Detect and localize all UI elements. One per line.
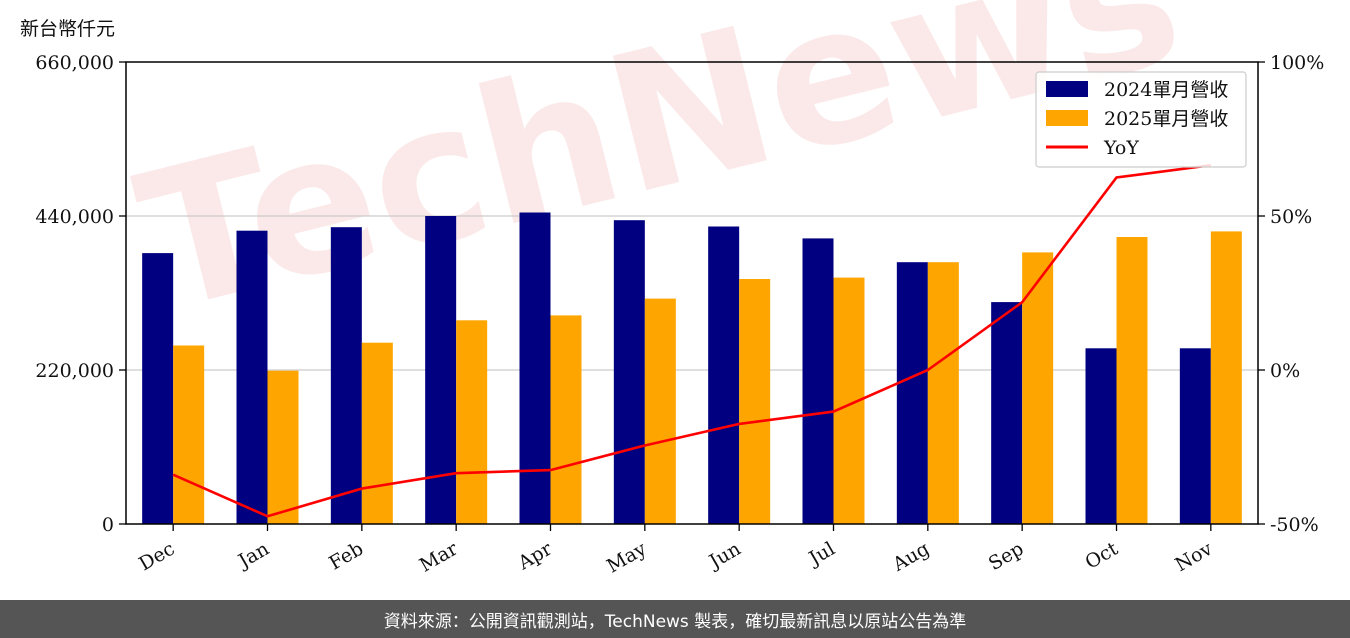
legend-label: 2025單月營收 bbox=[1104, 108, 1228, 130]
bar-2025-apr bbox=[550, 315, 582, 524]
x-tick-label-feb: Feb bbox=[325, 538, 367, 575]
bar-2025-nov bbox=[1210, 231, 1242, 524]
bar-2024-aug bbox=[896, 262, 928, 524]
yoy-line bbox=[172, 163, 1212, 518]
x-tick-label-apr: Apr bbox=[514, 537, 557, 574]
bar-2024-dec bbox=[142, 253, 174, 524]
grid-lines bbox=[126, 215, 1258, 371]
bar-2025-aug bbox=[927, 262, 959, 524]
bar-2024-may bbox=[613, 220, 645, 524]
y-left-tick-label: 660,000 bbox=[35, 52, 114, 74]
x-tick-label-may: May bbox=[603, 538, 650, 578]
bar-2024-jan bbox=[236, 230, 268, 524]
y-left-tick-label: 0 bbox=[102, 514, 114, 536]
x-tick-label-jun: Jun bbox=[704, 538, 745, 574]
bar-2025-sep bbox=[1022, 252, 1054, 524]
bar-2025-mar bbox=[456, 320, 488, 524]
x-tick-label-jan: Jan bbox=[233, 538, 273, 574]
plot-frame bbox=[125, 61, 1259, 525]
bar-2025-jun bbox=[739, 279, 771, 524]
x-tick-label-mar: Mar bbox=[416, 537, 462, 576]
x-tick-label-aug: Aug bbox=[888, 538, 933, 577]
legend-box bbox=[1035, 71, 1247, 168]
x-tick-label-jul: Jul bbox=[804, 538, 839, 571]
revenue-chart: 0 220,000 440,000 660,000 -50% 0% 50% 100% Dec Ja… bbox=[35, 52, 1324, 578]
legend-swatch bbox=[1046, 81, 1088, 97]
bar-2024-oct bbox=[1085, 348, 1117, 524]
y-right-tick-label: 100% bbox=[1270, 52, 1324, 74]
footer-source-note: 資料來源：公開資訊觀測站，TechNews 製表，確切最新訊息以原站公告為準 bbox=[0, 600, 1350, 638]
x-tick-label-sep: Sep bbox=[985, 538, 1028, 575]
x-tick-label-dec: Dec bbox=[135, 538, 178, 576]
bar-2025-oct bbox=[1116, 237, 1148, 524]
legend: 2024單月營收 2025單月營收 YoY bbox=[1035, 71, 1247, 168]
legend-swatch bbox=[1046, 110, 1088, 126]
y-right-tick-label: -50% bbox=[1270, 514, 1319, 536]
bar-2025-may bbox=[644, 298, 676, 524]
bar-2024-feb bbox=[330, 227, 362, 524]
bars bbox=[142, 212, 1242, 524]
bar-2024-jul bbox=[802, 238, 834, 524]
bar-2024-mar bbox=[425, 216, 457, 524]
bar-2024-apr bbox=[519, 212, 551, 524]
bar-2025-jan bbox=[267, 370, 299, 524]
y-axis-unit-label: 新台幣仟元 bbox=[20, 18, 116, 40]
y-left-tick-label: 220,000 bbox=[35, 360, 114, 382]
bar-2025-feb bbox=[361, 342, 393, 524]
y-right-tick-label: 0% bbox=[1270, 360, 1300, 382]
bar-2024-nov bbox=[1179, 348, 1211, 524]
y-left-tick-label: 440,000 bbox=[35, 206, 114, 228]
x-tick-label-oct: Oct bbox=[1081, 538, 1122, 574]
yoy-line-layer bbox=[172, 163, 1212, 518]
bar-2024-jun bbox=[708, 226, 740, 524]
legend-label: 2024單月營收 bbox=[1104, 79, 1228, 101]
x-tick-label-nov: Nov bbox=[1172, 538, 1217, 577]
bar-2025-dec bbox=[173, 345, 205, 524]
bar-2024-sep bbox=[991, 302, 1023, 524]
y-right-tick-label: 50% bbox=[1270, 206, 1312, 228]
legend-label: YoY bbox=[1103, 137, 1139, 159]
